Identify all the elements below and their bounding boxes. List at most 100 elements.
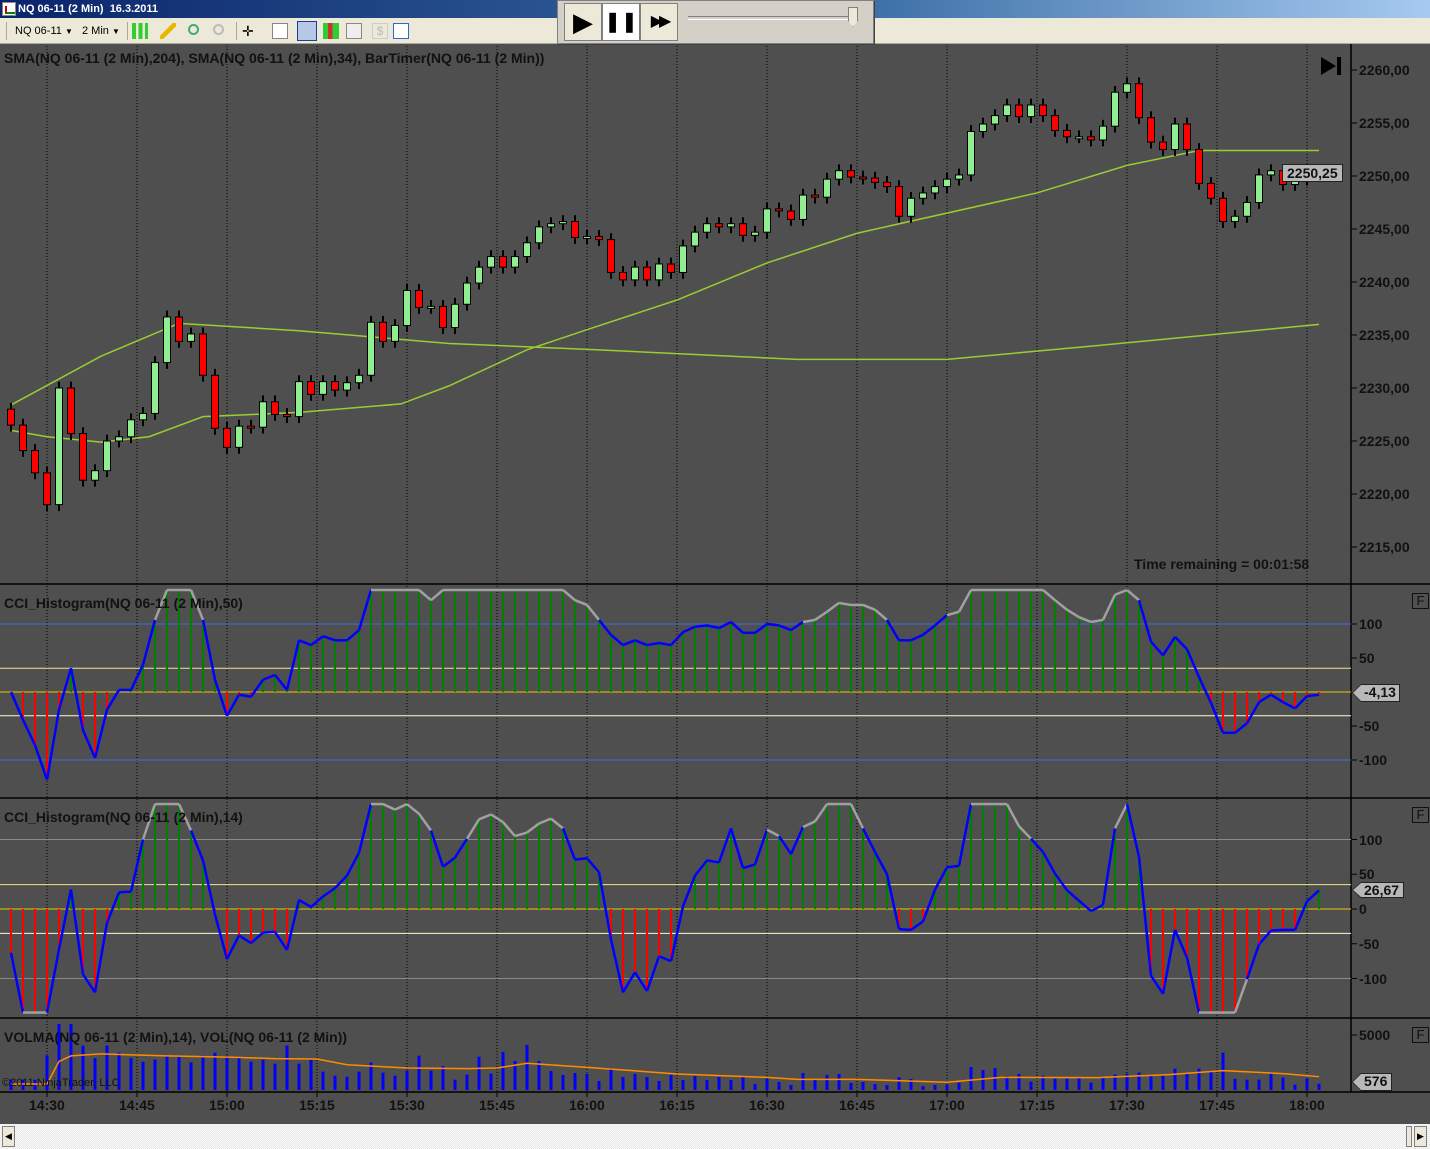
- indicator-icon[interactable]: [346, 23, 362, 39]
- horizontal-scrollbar[interactable]: ◀ ▶: [0, 1124, 1430, 1149]
- volume-bar: [945, 1084, 949, 1090]
- scroll-left-button[interactable]: ◀: [2, 1126, 15, 1147]
- candle-up: [931, 186, 939, 194]
- zoom-in-icon[interactable]: [188, 24, 199, 35]
- interval-selector[interactable]: 2 Min ▼: [82, 22, 120, 40]
- cci50-line-segment: [922, 624, 936, 636]
- cci14-line-segment: [813, 803, 829, 823]
- candle-down: [1159, 141, 1167, 151]
- cci50-line-segment: [622, 639, 636, 647]
- fast-forward-button[interactable]: ▶▶: [640, 3, 678, 41]
- cci50-panel-label: CCI_Histogram(NQ 06-11 (2 Min),50): [4, 595, 243, 611]
- candle-down: [739, 223, 747, 236]
- cci50-line-segment: [1161, 636, 1177, 656]
- cci14-line-segment: [1293, 900, 1309, 931]
- candle-up: [907, 197, 915, 217]
- candle-down: [247, 425, 255, 429]
- candle-down: [871, 177, 879, 183]
- cci14-float-button[interactable]: F: [1412, 807, 1429, 823]
- cci14-line-segment: [885, 873, 901, 930]
- candle-down: [1207, 182, 1215, 199]
- cci14-line-segment: [1041, 851, 1057, 875]
- scroll-right-button[interactable]: ▶: [1414, 1126, 1427, 1147]
- candle-down: [619, 271, 627, 281]
- candle-up: [727, 223, 735, 228]
- scroll-to-end-icon[interactable]: [1321, 55, 1343, 77]
- dollar-icon[interactable]: $: [372, 23, 388, 39]
- cci14-line-segment: [250, 931, 264, 944]
- cci50-line-segment: [322, 635, 336, 642]
- chart-trader-icon[interactable]: [297, 21, 317, 41]
- cci50-line-segment: [225, 694, 241, 717]
- volume-bar: [1293, 1084, 1297, 1090]
- volume-bar: [669, 1074, 673, 1090]
- volume-bar: [849, 1082, 853, 1090]
- properties-icon[interactable]: [393, 23, 409, 39]
- cci14-line-segment: [777, 835, 793, 855]
- instrument-selector[interactable]: NQ 06-11 ▼: [15, 22, 73, 40]
- candle-up: [919, 192, 927, 199]
- playback-speed-slider[interactable]: [688, 16, 858, 20]
- price-axis-label: 2260,00: [1359, 62, 1410, 78]
- volume-axis-label: 5000: [1359, 1027, 1391, 1043]
- cci50-line-segment: [598, 619, 612, 636]
- cci50-float-button[interactable]: F: [1412, 593, 1429, 609]
- time-axis-label: 14:30: [29, 1097, 65, 1113]
- cci14-line-segment: [69, 889, 85, 975]
- candle-up: [235, 425, 243, 448]
- cci14-line-segment: [417, 813, 433, 832]
- volume-bar: [1161, 1075, 1165, 1090]
- volume-bar: [1113, 1074, 1117, 1090]
- data-box-icon[interactable]: [272, 23, 288, 39]
- strategy-icon[interactable]: [323, 23, 339, 39]
- volume-bar: [345, 1076, 349, 1090]
- candle-down: [1063, 129, 1071, 138]
- cci50-line-segment: [1234, 722, 1248, 734]
- bar-type-icon[interactable]: [132, 23, 148, 39]
- volume-float-button[interactable]: F: [1412, 1027, 1429, 1043]
- cci50-last-tag: -4,13: [1352, 684, 1400, 702]
- cci50-line-segment: [1306, 693, 1320, 698]
- candle-down: [571, 221, 579, 238]
- candle-down: [1135, 83, 1143, 119]
- cci50-axis-label: -50: [1359, 718, 1380, 734]
- scroll-thumb[interactable]: [1406, 1126, 1412, 1147]
- sma34-line: [10, 149, 1319, 443]
- candle-down: [19, 424, 27, 452]
- time-axis-label: 17:00: [929, 1097, 965, 1113]
- cci14-line-segment: [357, 803, 373, 854]
- cci50-line-segment: [346, 629, 360, 642]
- candle-up: [523, 242, 531, 258]
- cci14-line-segment: [322, 887, 336, 898]
- volume-bar: [705, 1079, 709, 1090]
- cci50-line-segment: [213, 679, 229, 717]
- volume-bar: [885, 1084, 889, 1090]
- volume-bar: [1185, 1073, 1189, 1090]
- draw-pencil-icon[interactable]: [160, 23, 176, 39]
- candle-down: [1039, 104, 1047, 117]
- zoom-out-icon[interactable]: [213, 24, 224, 35]
- volume-bar: [525, 1044, 529, 1090]
- candle-down: [439, 305, 447, 329]
- volume-bar: [429, 1070, 433, 1090]
- pause-button[interactable]: ❚❚: [602, 3, 640, 41]
- chart-canvas[interactable]: [0, 0, 1430, 1124]
- play-icon: ▶: [573, 7, 593, 37]
- candle-up: [1243, 202, 1251, 217]
- volume-bar: [1209, 1070, 1213, 1090]
- candle-up: [1267, 170, 1275, 176]
- play-button[interactable]: ▶: [564, 3, 602, 41]
- candle-up: [1099, 125, 1107, 141]
- playback-speed-thumb[interactable]: [848, 7, 858, 27]
- crosshair-icon[interactable]: ✛: [242, 23, 254, 39]
- cci50-line-segment: [1054, 599, 1068, 611]
- volume-bar: [117, 1052, 121, 1090]
- cci50-line-segment: [778, 624, 792, 632]
- cci50-line-segment: [129, 664, 145, 691]
- cci14-line-segment: [273, 931, 289, 951]
- cci14-axis-label: -100: [1359, 970, 1388, 987]
- cci14-line-segment: [118, 890, 132, 894]
- cci14-line-segment: [526, 822, 540, 834]
- candle-up: [259, 401, 267, 428]
- candle-up: [751, 231, 759, 236]
